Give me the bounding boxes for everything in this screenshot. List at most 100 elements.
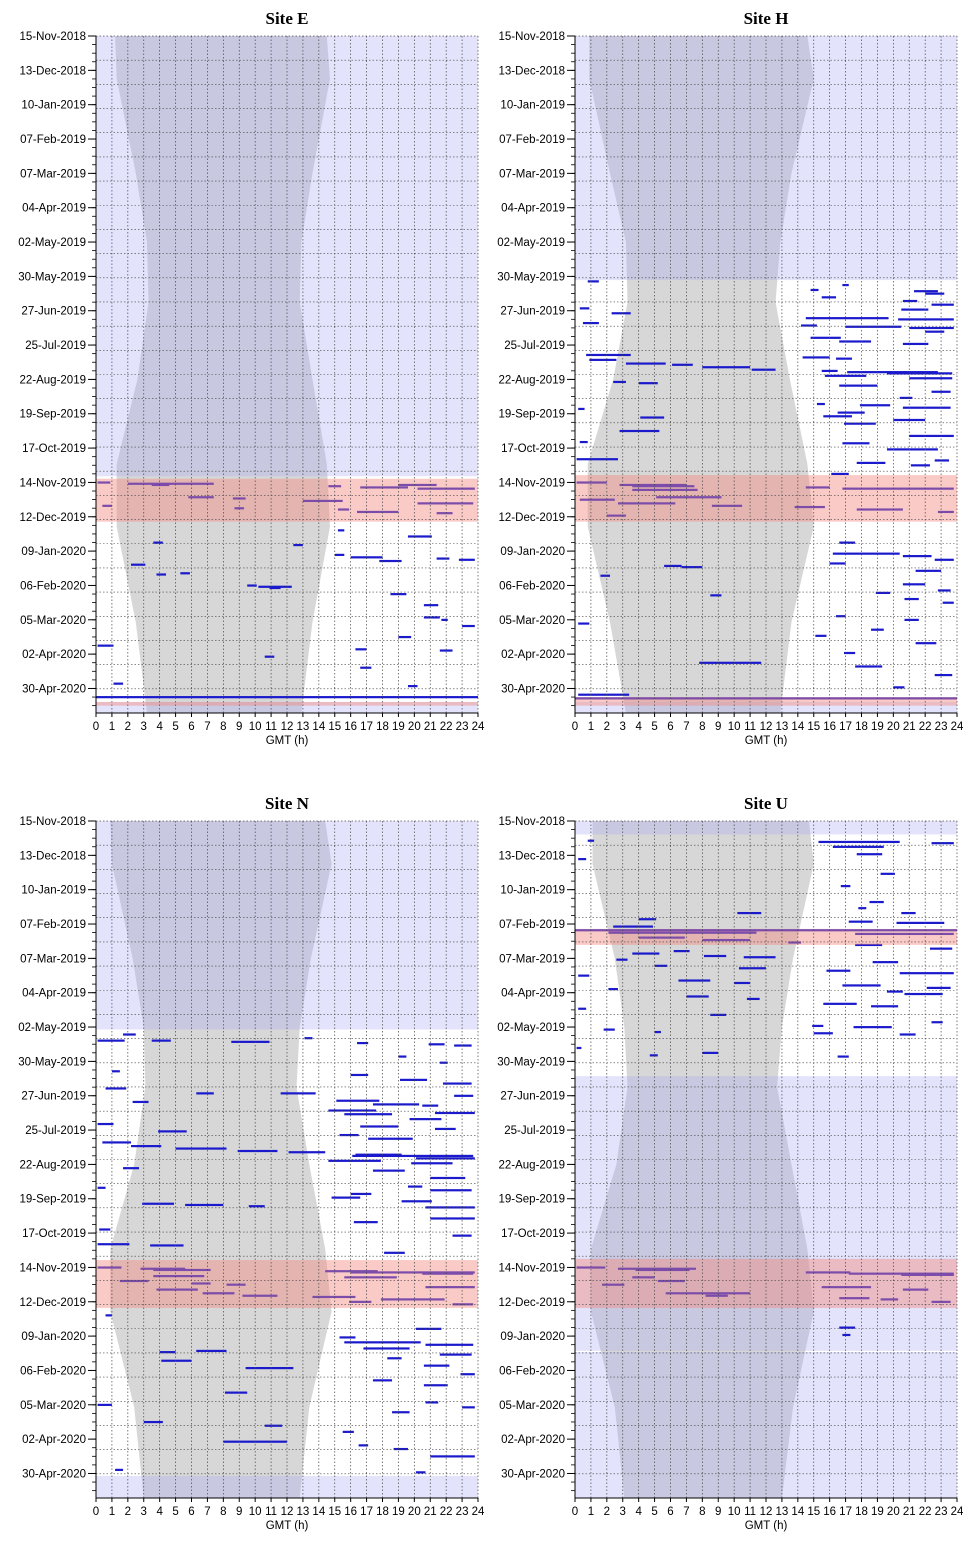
x-tick-label: 4 xyxy=(635,1506,642,1518)
y-tick-label: 07-Mar-2019 xyxy=(20,953,86,965)
detection-bar xyxy=(578,1007,587,1010)
detection-bar xyxy=(339,1336,356,1339)
x-tick-label: 15 xyxy=(328,1506,341,1518)
detection-bar xyxy=(342,1430,354,1433)
detection-bar xyxy=(398,1055,407,1058)
detection-bar xyxy=(840,885,851,888)
detection-bar xyxy=(751,368,776,371)
x-tick-label: 1 xyxy=(588,1506,594,1518)
detection-bar xyxy=(379,559,402,563)
detection-bar xyxy=(400,1078,428,1081)
detection-bar xyxy=(914,290,938,293)
y-tick-label: 04-Apr-2019 xyxy=(22,203,86,215)
detection-bar xyxy=(242,1294,278,1297)
detection-bar xyxy=(368,1137,413,1140)
x-tick-label: 5 xyxy=(651,721,657,733)
x-tick-label: 18 xyxy=(376,1506,389,1518)
detection-bar xyxy=(452,1234,472,1237)
detection-bar xyxy=(805,1271,851,1274)
detection-bar xyxy=(409,1118,442,1121)
highlight-period xyxy=(96,478,478,522)
detection-bar xyxy=(425,1206,475,1209)
detection-bar xyxy=(331,1196,361,1199)
x-tick-label: 13 xyxy=(776,721,789,733)
detection-bar xyxy=(102,1141,132,1144)
x-axis-label: GMT (h) xyxy=(266,1520,309,1532)
x-tick-label: 3 xyxy=(620,1506,626,1518)
detection-bar xyxy=(606,514,626,517)
detection-bar xyxy=(578,693,630,696)
x-tick-label: 18 xyxy=(855,721,868,733)
panel-title: Site H xyxy=(744,9,789,28)
detection-bar xyxy=(893,686,905,689)
detection-bar xyxy=(856,508,903,511)
detection-bar xyxy=(336,1099,380,1102)
detection-bar xyxy=(127,482,214,485)
y-tick-label: 02-Apr-2020 xyxy=(501,649,565,661)
detection-bar xyxy=(352,1154,474,1158)
detection-bar xyxy=(231,1040,270,1043)
detection-bar xyxy=(430,1189,472,1192)
y-tick-label: 09-Jan-2020 xyxy=(500,1331,565,1343)
detection-bar xyxy=(899,396,913,400)
detection-bar xyxy=(131,563,146,566)
detection-bar xyxy=(836,357,852,360)
y-tick-label: 12-Dec-2019 xyxy=(499,512,565,524)
detection-bar xyxy=(425,1286,475,1289)
detection-bar xyxy=(407,685,418,688)
detection-bar xyxy=(428,1043,445,1046)
x-tick-label: 6 xyxy=(667,1506,673,1518)
detection-bar xyxy=(810,336,841,339)
detection-bar xyxy=(664,564,682,568)
y-tick-label: 07-Mar-2019 xyxy=(20,168,86,180)
detection-bar xyxy=(97,481,111,484)
detection-bar xyxy=(264,1424,283,1427)
x-tick-label: 11 xyxy=(744,721,756,733)
detection-bar xyxy=(579,498,615,501)
detection-bar xyxy=(839,1326,856,1329)
detection-bar xyxy=(156,1288,198,1291)
x-tick-label: 0 xyxy=(93,1506,99,1518)
y-tick-label: 19-Sep-2019 xyxy=(20,1194,87,1206)
x-tick-label: 13 xyxy=(297,721,310,733)
detection-bar xyxy=(196,1349,227,1353)
y-tick-label: 06-Feb-2020 xyxy=(20,580,86,592)
detection-bar xyxy=(837,411,865,414)
detection-bar xyxy=(608,988,618,991)
y-tick-label: 30-Apr-2020 xyxy=(22,683,86,695)
detection-bar xyxy=(619,483,687,487)
detection-bar xyxy=(360,666,372,669)
x-tick-label: 23 xyxy=(456,1506,469,1518)
detection-bar xyxy=(264,655,275,658)
detection-bar xyxy=(441,618,448,621)
x-tick-label: 15 xyxy=(807,1506,820,1518)
x-tick-label: 19 xyxy=(871,1506,884,1518)
detection-bar xyxy=(390,593,407,596)
y-tick-label: 17-Oct-2019 xyxy=(22,443,86,455)
panel-site-e: 15-Nov-2018 13-Dec-2018 10-Jan-2019 07-Feb-… xyxy=(18,9,485,747)
y-tick-label: 05-Mar-2020 xyxy=(499,1400,565,1412)
y-tick-label: 12-Dec-2019 xyxy=(20,1297,86,1309)
highlight-period xyxy=(96,701,478,706)
detection-bar xyxy=(893,418,926,422)
x-tick-label: 12 xyxy=(281,721,294,733)
y-tick-label: 14-Nov-2019 xyxy=(20,1262,86,1274)
y-tick-label: 22-Aug-2019 xyxy=(499,1159,566,1171)
detection-bar xyxy=(350,1192,372,1196)
detection-bar xyxy=(119,1279,149,1283)
detection-bar xyxy=(875,591,891,595)
y-tick-label: 04-Apr-2019 xyxy=(501,988,565,1000)
detection-bar xyxy=(632,488,698,491)
detection-bar xyxy=(638,936,685,939)
detection-bar xyxy=(304,1037,313,1040)
detection-bar xyxy=(802,356,830,359)
detection-bar xyxy=(97,1266,122,1269)
detection-bar xyxy=(578,858,587,861)
detection-bar xyxy=(353,1221,378,1224)
detection-bar xyxy=(848,920,873,923)
detection-bar xyxy=(393,1447,408,1451)
detection-bar xyxy=(435,1127,456,1131)
daylight-band xyxy=(110,821,332,1498)
detection-bar xyxy=(185,1203,224,1207)
no-recording-period xyxy=(96,821,478,1030)
